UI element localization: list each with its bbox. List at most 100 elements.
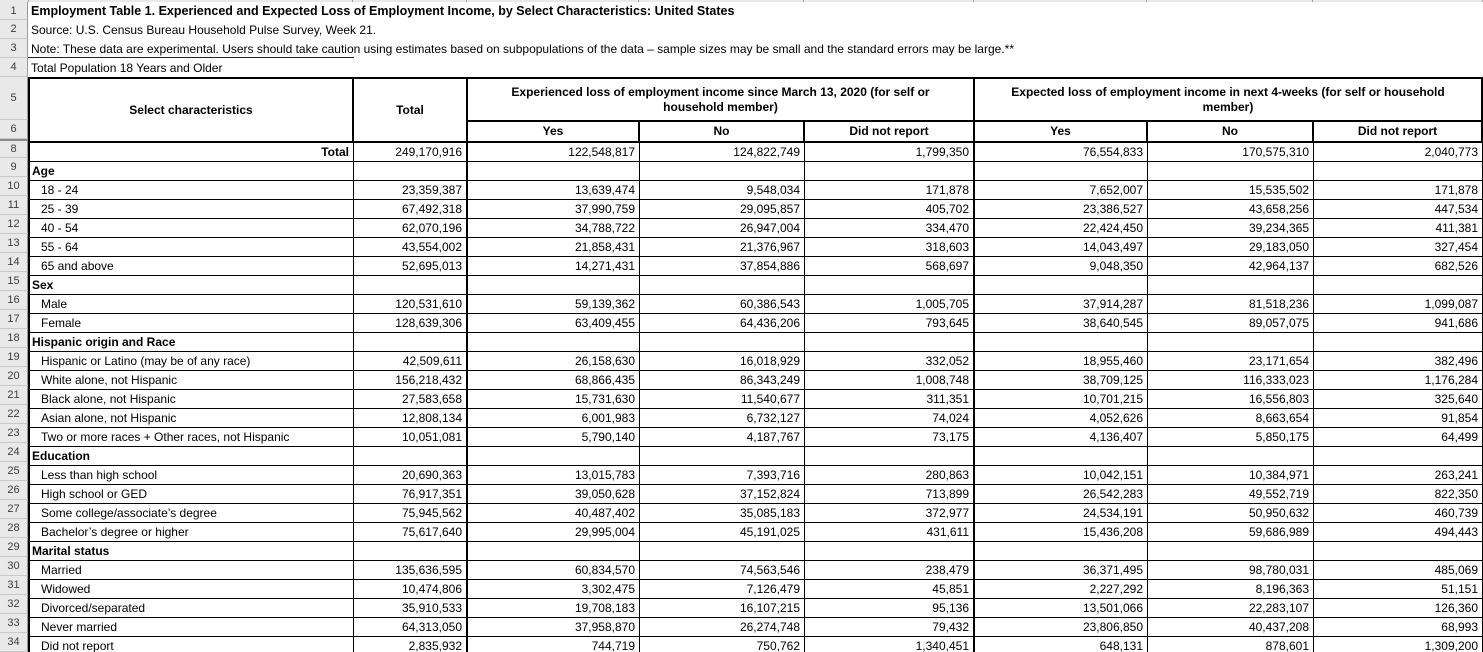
cell-total[interactable]: 12,808,134 — [354, 409, 468, 428]
cell-total[interactable]: 10,051,081 — [354, 428, 468, 447]
cell-experienced-yes[interactable]: 59,139,362 — [468, 295, 640, 314]
cell-expected-no[interactable]: 116,333,023 — [1148, 371, 1314, 390]
row-header-25[interactable]: 25 — [0, 462, 28, 481]
cell-characteristic-label[interactable]: Sex — [30, 276, 354, 295]
cell-experienced-yes[interactable]: 37,958,870 — [468, 618, 640, 637]
cell-experienced-yes[interactable]: 37,990,759 — [468, 200, 640, 219]
cell-experienced-yes[interactable]: 39,050,628 — [468, 485, 640, 504]
cell-expected-no[interactable]: 42,964,137 — [1148, 257, 1314, 276]
cell-expected-yes[interactable]: 10,701,215 — [975, 390, 1148, 409]
cell-experienced-no[interactable]: 4,187,767 — [640, 428, 805, 447]
cell-expected-no[interactable]: 39,234,365 — [1148, 219, 1314, 238]
cell-experienced-yes[interactable] — [468, 542, 640, 561]
cell-characteristic-label[interactable]: Marital status — [30, 542, 354, 561]
cell-total[interactable]: 75,617,640 — [354, 523, 468, 542]
cell-expected-yes[interactable] — [975, 542, 1148, 561]
cell-total[interactable]: 67,492,318 — [354, 200, 468, 219]
row-header-29[interactable]: 29 — [0, 538, 28, 557]
cell-expected-did-not-report[interactable]: 494,443 — [1314, 523, 1483, 542]
cell-characteristic-label[interactable]: Female — [30, 314, 354, 333]
cell-experienced-yes[interactable]: 744,719 — [468, 637, 640, 652]
row-header-26[interactable]: 26 — [0, 481, 28, 500]
cell-experienced-yes[interactable]: 3,302,475 — [468, 580, 640, 599]
cell-expected-yes[interactable]: 38,709,125 — [975, 371, 1148, 390]
cell-expected-no[interactable]: 22,283,107 — [1148, 599, 1314, 618]
cell-experienced-did-not-report[interactable]: 238,479 — [805, 561, 975, 580]
cell-population[interactable]: Total Population 18 Years and Older — [28, 58, 1483, 77]
cell-characteristic-label[interactable]: Did not report — [30, 637, 354, 652]
cell-experienced-yes[interactable]: 13,639,474 — [468, 181, 640, 200]
cell-expected-yes[interactable]: 36,371,495 — [975, 561, 1148, 580]
cell-characteristic-label[interactable]: Education — [30, 447, 354, 466]
cell-total[interactable]: 42,509,611 — [354, 352, 468, 371]
cell-experienced-yes[interactable]: 26,158,630 — [468, 352, 640, 371]
cell-total[interactable]: 23,359,387 — [354, 181, 468, 200]
cell-characteristic-label[interactable]: 18 - 24 — [30, 181, 354, 200]
row-header-33[interactable]: 33 — [0, 614, 28, 633]
cell-total[interactable]: 156,218,432 — [354, 371, 468, 390]
cell-expected-yes[interactable]: 24,534,191 — [975, 504, 1148, 523]
cell-total[interactable]: 249,170,916 — [354, 143, 468, 162]
row-header-3[interactable]: 3 — [0, 39, 28, 58]
cell-experienced-yes[interactable]: 60,834,570 — [468, 561, 640, 580]
cell-expected-yes[interactable]: 18,955,460 — [975, 352, 1148, 371]
cell-experienced-no[interactable]: 26,274,748 — [640, 618, 805, 637]
cell-total[interactable] — [354, 333, 468, 352]
cell-expected-no[interactable]: 8,663,654 — [1148, 409, 1314, 428]
row-header-34[interactable]: 34 — [0, 633, 28, 652]
cell-experienced-did-not-report[interactable]: 280,863 — [805, 466, 975, 485]
cell-total[interactable] — [354, 447, 468, 466]
cell-expected-did-not-report[interactable] — [1314, 276, 1483, 295]
cell-experienced-did-not-report[interactable]: 318,603 — [805, 238, 975, 257]
cell-experienced-yes[interactable]: 21,858,431 — [468, 238, 640, 257]
cell-total[interactable]: 2,835,932 — [354, 637, 468, 652]
row-header-32[interactable]: 32 — [0, 595, 28, 614]
cell-table-title[interactable]: Employment Table 1. Experienced and Expe… — [28, 2, 1483, 20]
header-expected-yes[interactable]: Yes — [975, 122, 1148, 141]
cell-total[interactable]: 43,554,002 — [354, 238, 468, 257]
row-header-13[interactable]: 13 — [0, 234, 28, 253]
cell-expected-no[interactable]: 878,601 — [1148, 637, 1314, 652]
row-header-10[interactable]: 10 — [0, 177, 28, 196]
row-header-8[interactable]: 8 — [0, 139, 28, 158]
cell-total[interactable] — [354, 162, 468, 181]
cell-expected-did-not-report[interactable] — [1314, 333, 1483, 352]
cell-expected-did-not-report[interactable]: 447,534 — [1314, 200, 1483, 219]
cell-experienced-yes[interactable]: 14,271,431 — [468, 257, 640, 276]
cell-expected-did-not-report[interactable]: 941,686 — [1314, 314, 1483, 333]
cell-expected-yes[interactable] — [975, 276, 1148, 295]
cell-expected-yes[interactable]: 7,652,007 — [975, 181, 1148, 200]
cell-characteristic-label[interactable]: Married — [30, 561, 354, 580]
cell-characteristic-label[interactable]: Never married — [30, 618, 354, 637]
cell-expected-no[interactable]: 49,552,719 — [1148, 485, 1314, 504]
cell-experienced-did-not-report[interactable] — [805, 542, 975, 561]
cell-expected-no[interactable]: 59,686,989 — [1148, 523, 1314, 542]
cell-characteristic-label[interactable]: 40 - 54 — [30, 219, 354, 238]
header-experienced-yes[interactable]: Yes — [468, 122, 640, 141]
row-header-17[interactable]: 17 — [0, 310, 28, 329]
cell-experienced-no[interactable]: 29,095,857 — [640, 200, 805, 219]
cell-expected-did-not-report[interactable]: 382,496 — [1314, 352, 1483, 371]
header-select-characteristics[interactable]: Select characteristics — [30, 79, 354, 141]
row-header-31[interactable]: 31 — [0, 576, 28, 595]
cell-experienced-yes[interactable]: 29,995,004 — [468, 523, 640, 542]
cell-characteristic-label[interactable]: Hispanic origin and Race — [30, 333, 354, 352]
cell-total[interactable]: 128,639,306 — [354, 314, 468, 333]
cell-expected-did-not-report[interactable]: 64,499 — [1314, 428, 1483, 447]
cell-experienced-no[interactable]: 21,376,967 — [640, 238, 805, 257]
cell-expected-no[interactable]: 50,950,632 — [1148, 504, 1314, 523]
row-header-15[interactable]: 15 — [0, 272, 28, 291]
cell-total[interactable]: 10,474,806 — [354, 580, 468, 599]
cell-total[interactable] — [354, 276, 468, 295]
cell-experienced-did-not-report[interactable] — [805, 333, 975, 352]
cell-expected-yes[interactable]: 26,542,283 — [975, 485, 1148, 504]
cell-experienced-no[interactable]: 11,540,677 — [640, 390, 805, 409]
cell-total[interactable]: 75,945,562 — [354, 504, 468, 523]
cell-experienced-did-not-report[interactable]: 713,899 — [805, 485, 975, 504]
cell-experienced-no[interactable]: 16,107,215 — [640, 599, 805, 618]
cell-experienced-did-not-report[interactable]: 171,878 — [805, 181, 975, 200]
cell-characteristic-label[interactable]: Two or more races + Other races, not His… — [30, 428, 354, 447]
cell-total[interactable]: 20,690,363 — [354, 466, 468, 485]
row-header-9[interactable]: 9 — [0, 158, 28, 177]
cell-expected-no[interactable]: 5,850,175 — [1148, 428, 1314, 447]
